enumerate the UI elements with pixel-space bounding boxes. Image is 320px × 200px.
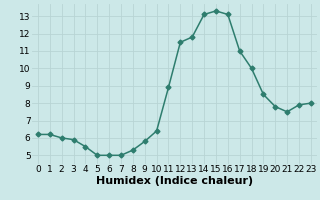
X-axis label: Humidex (Indice chaleur): Humidex (Indice chaleur)	[96, 176, 253, 186]
